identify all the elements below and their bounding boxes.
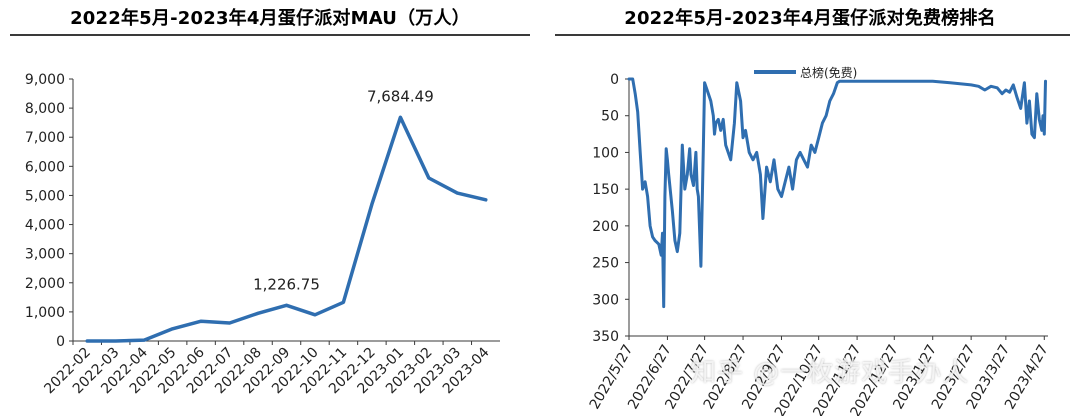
y-tick-label: 150 xyxy=(592,182,619,198)
watermark: 知乎 @一枚游戏手办人 xyxy=(690,358,970,388)
y-tick-label: 300 xyxy=(592,292,619,308)
rank-chart-panel: 2022年5月-2023年4月蛋仔派对免费榜排名 0 50 100 150 200 250… xyxy=(540,0,1080,416)
y-tick-label: 8,000 xyxy=(25,101,65,117)
y-tick-label: 50 xyxy=(601,109,619,125)
rank-series-line xyxy=(627,77,1047,309)
rank-line-chart: 0501001502002503003502022/5/272022/6/272… xyxy=(587,65,1052,416)
y-tick-label: 0 xyxy=(56,334,65,350)
y-tick-label: 5,000 xyxy=(25,188,65,204)
y-tick-label: 100 xyxy=(592,145,619,161)
legend-label: 总榜(免费) xyxy=(800,65,857,80)
y-tick-label: 350 xyxy=(592,329,619,345)
y-tick-label: 0 xyxy=(610,72,619,88)
rank-chart-title: 2022年5月-2023年4月蛋仔派对免费榜排名 xyxy=(624,8,996,29)
mau-chart-panel: 2022年5月-2023年4月蛋仔派对MAU（万人） 0 1,000 2,000 3,… xyxy=(10,8,530,397)
mau-data-label: 7,684.49 xyxy=(367,87,434,105)
y-tick-label: 6,000 xyxy=(25,159,65,175)
y-tick-label: 200 xyxy=(592,219,619,235)
y-tick-label: 3,000 xyxy=(25,247,65,263)
y-tick-label: 2,000 xyxy=(25,276,65,292)
y-tick-label: 1,000 xyxy=(25,305,65,321)
mau-data-label: 1,226.75 xyxy=(253,275,320,293)
rank-title-rule xyxy=(555,34,1070,36)
y-tick-label: 7,000 xyxy=(25,130,65,146)
mau-series-line xyxy=(85,115,488,343)
y-tick-label: 250 xyxy=(592,256,619,272)
mau-title-rule xyxy=(10,34,530,36)
y-tick-label: 4,000 xyxy=(25,218,65,234)
y-tick-label: 9,000 xyxy=(25,72,65,88)
mau-line-chart: 0 1,000 2,000 3,000 4,000 5,000 6,000 7,000 8,00… xyxy=(25,72,500,397)
mau-chart-title: 2022年5月-2023年4月蛋仔派对MAU（万人） xyxy=(70,8,470,29)
